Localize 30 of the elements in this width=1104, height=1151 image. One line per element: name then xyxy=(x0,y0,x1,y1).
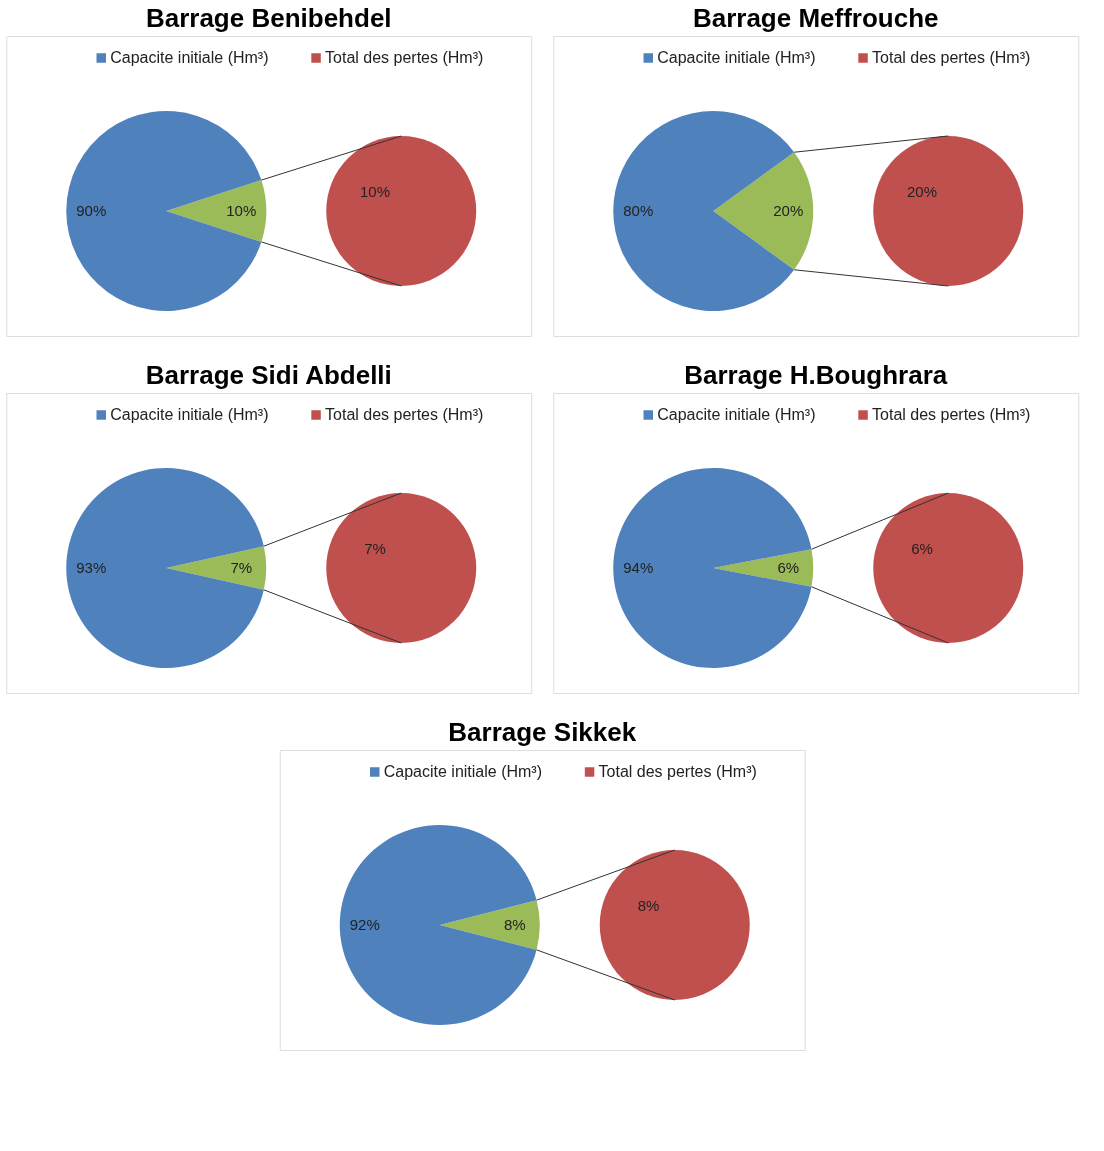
legend-label: Total des pertes (Hm³) xyxy=(325,406,484,423)
data-label: 7% xyxy=(230,559,253,576)
data-label: 6% xyxy=(777,559,800,576)
data-label: 8% xyxy=(637,897,660,915)
data-label: 6% xyxy=(911,540,933,558)
chart-title: Barrage Sikkek xyxy=(448,717,637,747)
chart-title: Barrage H.Boughrara xyxy=(684,360,948,390)
chart-title: Barrage Benibehdel xyxy=(145,3,392,33)
legend-label: Capacite initiale (Hm³) xyxy=(110,406,269,423)
data-label: 20% xyxy=(773,202,804,219)
data-label: 80% xyxy=(623,202,654,219)
chart-title: Barrage Meffrouche xyxy=(692,3,939,33)
legend-label: Total des pertes (Hm³) xyxy=(872,406,1031,423)
legend-label: Total des pertes (Hm³) xyxy=(325,49,484,66)
data-label: 90% xyxy=(76,202,107,219)
data-label: 10% xyxy=(359,183,391,201)
legend-label: Capacite initiale (Hm³) xyxy=(383,763,543,780)
data-label: 93% xyxy=(76,559,107,576)
data-label: 8% xyxy=(503,916,526,933)
chart-title: Barrage Sidi Abdelli xyxy=(145,360,392,390)
legend-label: Total des pertes (Hm³) xyxy=(598,763,757,780)
data-label: 20% xyxy=(906,183,938,201)
data-label: 94% xyxy=(623,559,654,576)
legend-label: Capacite initiale (Hm³) xyxy=(657,49,816,66)
data-label: 7% xyxy=(364,540,386,558)
legend-label: Capacite initiale (Hm³) xyxy=(110,49,269,66)
legend-label: Total des pertes (Hm³) xyxy=(872,49,1031,66)
legend-label: Capacite initiale (Hm³) xyxy=(657,406,816,423)
data-label: 92% xyxy=(349,916,380,933)
data-label: 10% xyxy=(226,202,257,219)
